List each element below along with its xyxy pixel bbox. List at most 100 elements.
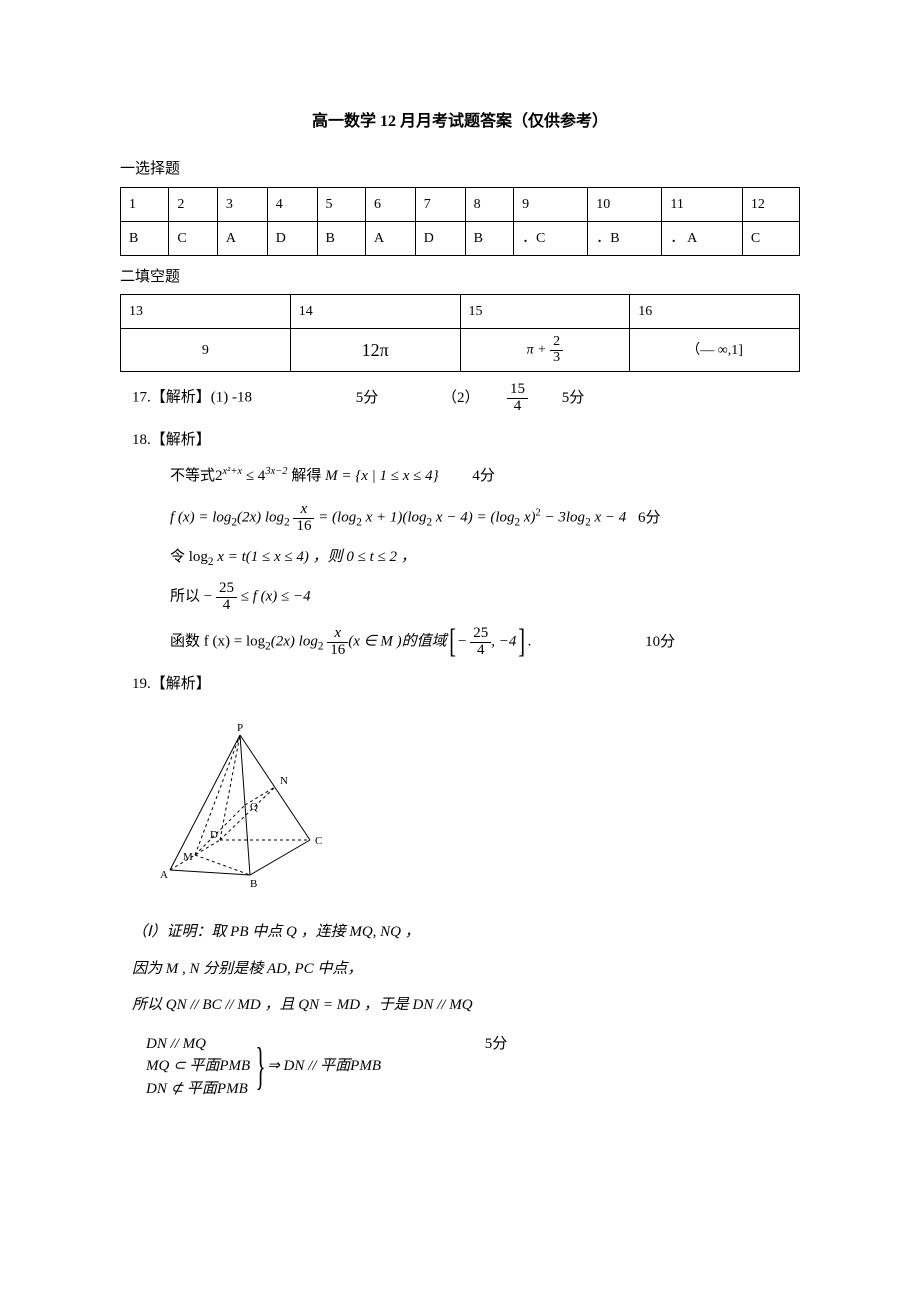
q19-line3: 所以 QN // BC // MD ，且 QN = MD ，于是 DN // M…: [132, 994, 800, 1017]
fill-answer-15-left: π +: [527, 342, 547, 357]
lbracket-icon: [: [449, 625, 456, 659]
q18-line1: 不等式2x²+x ≤ 43x−2 解得 M = {x | 1 ≤ x ≤ 4} …: [170, 465, 800, 488]
q18-l5c: (x ∈ M )的值域: [348, 634, 446, 650]
q18-l2a: f (x) = log: [170, 510, 231, 526]
q19-label: 19.【解析】: [132, 673, 800, 696]
q18-line1-sup2: 3x−2: [265, 466, 287, 477]
q19-line2: 因为 M , N 分别是棱 AD, PC 中点，: [132, 958, 800, 981]
mc-answer: ．B: [588, 221, 662, 255]
mc-answer: B: [465, 221, 513, 255]
q18-label: 18.【解析】: [132, 429, 800, 452]
q18-l4num: 25: [216, 581, 237, 598]
table-row: 1 2 3 4 5 6 7 8 9 10 11 12: [121, 187, 800, 221]
fill-answer-table: 13 14 15 16 9 12π π + 23 （— ∞,1]: [120, 294, 800, 372]
mc-answer: D: [267, 221, 317, 255]
q18-line2: f (x) = log2(2x) log2 x16 = (log2 x + 1)…: [170, 502, 800, 535]
q18-l2g: x): [520, 510, 535, 526]
q19-line1: （Ⅰ）证明：取 PB 中点 Q ，连接 MQ, NQ ，: [132, 921, 800, 944]
fill-answer-13: 9: [121, 329, 291, 372]
mc-header: 9: [514, 187, 588, 221]
mc-header: 1: [121, 187, 169, 221]
mc-answer: A: [217, 221, 267, 255]
mc-answer: C: [169, 221, 217, 255]
q18-line1-base1: 2: [215, 468, 223, 484]
q19-score: 5分: [485, 1033, 508, 1056]
mc-header: 11: [662, 187, 743, 221]
diagram-label-d: D: [210, 829, 218, 841]
q18-l2h: − 3log: [541, 510, 585, 526]
table-row: 13 14 15 16: [121, 295, 800, 329]
q17-score1: 5分: [356, 387, 379, 410]
doc-title: 高一数学 12 月月考试题答案（仅供参考）: [120, 110, 800, 134]
mc-answer: ．C: [514, 221, 588, 255]
q18-l2i: x − 4: [591, 510, 627, 526]
diagram-label-n: N: [280, 775, 288, 787]
mc-answer: A: [365, 221, 415, 255]
fill-header: 14: [290, 295, 460, 329]
q18-l3b: x = t(1 ≤ x ≤ 4) ，则 0 ≤ t ≤ 2 ，: [214, 549, 416, 565]
q18-l2-score: 6分: [638, 507, 661, 530]
mc-header: 7: [415, 187, 465, 221]
diagram-label-a: A: [160, 869, 168, 881]
q18-line1-post: 解得: [291, 468, 321, 484]
mc-header: 2: [169, 187, 217, 221]
fill-header: 16: [630, 295, 800, 329]
q18-l2b: (2x) log: [237, 510, 284, 526]
pyramid-diagram: P N Q D C M A B: [150, 720, 330, 890]
q18-l5a: 函数 f (x) = log: [170, 634, 265, 650]
mc-header: 3: [217, 187, 267, 221]
q17-part2-num: 15: [507, 382, 528, 399]
mc-answer: B: [317, 221, 365, 255]
diagram-label-b: B: [250, 878, 257, 890]
q18-line4: 所以 − 254 ≤ f (x) ≤ −4: [170, 581, 800, 614]
q18-line3: 令 log2 x = t(1 ≤ x ≤ 4) ，则 0 ≤ t ≤ 2 ，: [170, 546, 800, 569]
q18-l4den: 4: [216, 598, 237, 614]
mc-answer: D: [415, 221, 465, 255]
q19-brace2: MQ ⊂ 平面PMB: [146, 1055, 250, 1078]
q18-l3a: 令 log: [170, 549, 208, 565]
fill-answer-16: （— ∞,1]: [630, 329, 800, 372]
fill-answer-15-den: 3: [550, 351, 563, 366]
q18-line1-pre: 不等式: [170, 468, 215, 484]
fill-header: 15: [460, 295, 630, 329]
q18-line1-mid: ≤ 4: [242, 468, 265, 484]
q17-score2: 5分: [562, 387, 585, 410]
fill-answer-14-value: 12π: [362, 340, 389, 360]
mc-answer: B: [121, 221, 169, 255]
q18-l5b: (2x) log: [271, 634, 318, 650]
fill-header: 13: [121, 295, 291, 329]
diagram-label-p: P: [237, 722, 243, 734]
mc-answer-table: 1 2 3 4 5 6 7 8 9 10 11 12 B C A D B A D…: [120, 187, 800, 256]
table-row: B C A D B A D B ．C ．B ． A C: [121, 221, 800, 255]
fill-answer-14: 12π: [290, 329, 460, 372]
mc-header: 6: [365, 187, 415, 221]
fill-answer-15-num: 2: [550, 335, 563, 351]
curly-brace-icon: }: [256, 1041, 266, 1093]
q18-l5end: , −4: [491, 634, 516, 650]
q18-l5den: 4: [470, 643, 491, 659]
q18-l2cnum: x: [293, 502, 314, 519]
q18-l5num: 25: [470, 626, 491, 643]
q17-line: 17.【解析】(1) -18 5分 （2） 154 5分: [132, 382, 800, 415]
q18-l4b: ≤ f (x) ≤ −4: [237, 589, 311, 605]
q18-line1-score: 4分: [472, 465, 495, 488]
mc-header: 4: [267, 187, 317, 221]
q19-conclusion: ⇒ DN // 平面PMB: [267, 1055, 381, 1078]
diagram-label-q: Q: [250, 801, 258, 813]
section-mc-label: 一选择题: [120, 158, 800, 181]
q17-part1: 17.【解析】(1) -18: [132, 390, 252, 406]
diagram-label-m: M: [183, 851, 193, 863]
q18-l4a: 所以 −: [170, 589, 216, 605]
q18-l2d: = (log: [314, 510, 356, 526]
diagram-label-c: C: [315, 835, 322, 847]
mc-header: 12: [742, 187, 799, 221]
q18-l2f: x − 4) = (log: [432, 510, 514, 526]
mc-header: 8: [465, 187, 513, 221]
table-row: 9 12π π + 23 （— ∞,1]: [121, 329, 800, 372]
fill-answer-15: π + 23: [460, 329, 630, 372]
q17-part2-den: 4: [507, 399, 528, 415]
section-fill-label: 二填空题: [120, 266, 800, 289]
mc-header: 5: [317, 187, 365, 221]
q18-l2e: x + 1)(log: [362, 510, 427, 526]
q19-brace-block: DN // MQ MQ ⊂ 平面PMB DN ⊄ 平面PMB } ⇒ DN //…: [132, 1033, 800, 1101]
